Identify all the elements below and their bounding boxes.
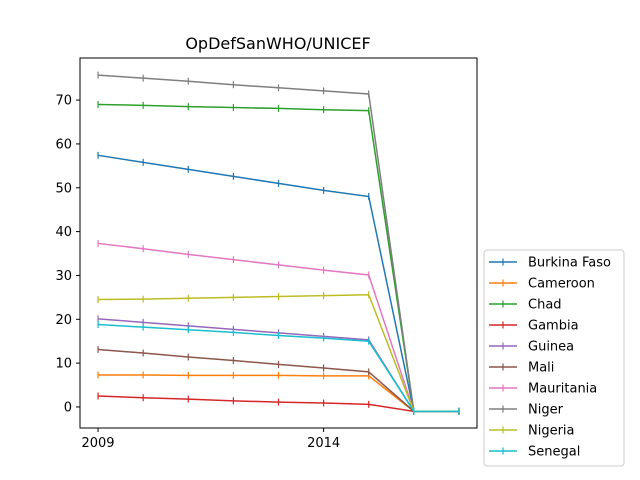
- y-tick-label: 30: [55, 269, 72, 284]
- y-tick-label: 10: [55, 357, 72, 372]
- axes-frame: [79, 57, 478, 429]
- legend-label: Nigeria: [528, 424, 575, 439]
- series-layer: [97, 71, 460, 415]
- y-tick-label: 50: [55, 181, 72, 196]
- legend-label: Mali: [528, 361, 554, 376]
- y-tick-label: 0: [64, 400, 72, 415]
- y-tick-label: 60: [55, 137, 72, 152]
- legend-label: Mauritania: [528, 382, 597, 397]
- x-tick-label: 2014: [307, 436, 340, 451]
- legend-label: Guinea: [528, 340, 574, 355]
- chart-title: OpDefSanWHO/UNICEF: [185, 34, 370, 53]
- legend: Burkina Faso Cameroon Chad Gambia Guinea Mali…: [483, 249, 625, 467]
- legend-box: [483, 249, 625, 467]
- y-tick-label: 20: [55, 313, 72, 328]
- legend-label: Chad: [528, 298, 562, 313]
- legend-label: Burkina Faso: [528, 256, 611, 271]
- x-tick-label: 2009: [81, 436, 114, 451]
- legend-label: Senegal: [528, 445, 580, 460]
- legend-label: Gambia: [528, 319, 579, 334]
- legend-label: Cameroon: [528, 277, 595, 292]
- y-tick-label: 70: [55, 94, 72, 109]
- legend-label: Niger: [528, 403, 564, 418]
- axes-layer: 0 10 20 30 40 50 60 70 2009 2014: [55, 57, 478, 451]
- y-tick-label: 40: [55, 225, 72, 240]
